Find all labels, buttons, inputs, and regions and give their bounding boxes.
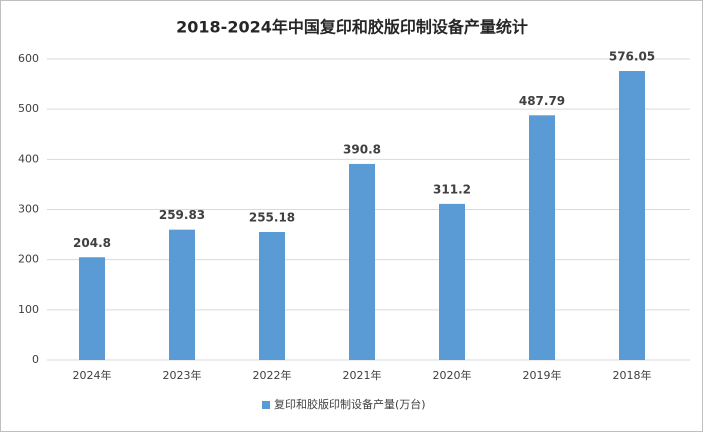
y-tick-label: 400 — [18, 152, 39, 165]
bar — [349, 163, 375, 360]
bar — [259, 231, 285, 360]
bar — [439, 203, 465, 360]
chart-title: 2018-2024年中国复印和胶版印制设备产量统计 — [176, 18, 528, 37]
x-tick-label: 2023年 — [163, 368, 202, 382]
legend-swatch — [262, 401, 270, 409]
y-tick-label: 100 — [18, 303, 39, 316]
data-label: 390.8 — [343, 142, 381, 156]
x-tick-label: 2019年 — [523, 368, 562, 382]
legend-label: 复印和胶版印制设备产量(万台) — [274, 397, 426, 411]
data-label: 487.79 — [519, 94, 565, 108]
y-tick-label: 500 — [18, 102, 39, 115]
bar — [529, 115, 555, 360]
bar — [619, 71, 645, 360]
x-tick-label: 2018年 — [613, 368, 652, 382]
data-label: 311.2 — [433, 182, 471, 196]
data-label: 576.05 — [609, 50, 655, 64]
x-tick-label: 2021年 — [343, 368, 382, 382]
y-tick-label: 200 — [18, 253, 39, 266]
y-tick-label: 600 — [18, 52, 39, 65]
x-tick-label: 2024年 — [73, 368, 112, 382]
bar — [79, 257, 105, 360]
data-label: 255.18 — [249, 210, 295, 224]
x-tick-label: 2022年 — [253, 368, 292, 382]
bar — [169, 229, 195, 360]
y-tick-label: 300 — [18, 203, 39, 216]
y-tick-label: 0 — [32, 353, 39, 366]
x-tick-label: 2020年 — [433, 368, 472, 382]
data-label: 204.8 — [73, 236, 111, 250]
data-label: 259.83 — [159, 208, 205, 222]
